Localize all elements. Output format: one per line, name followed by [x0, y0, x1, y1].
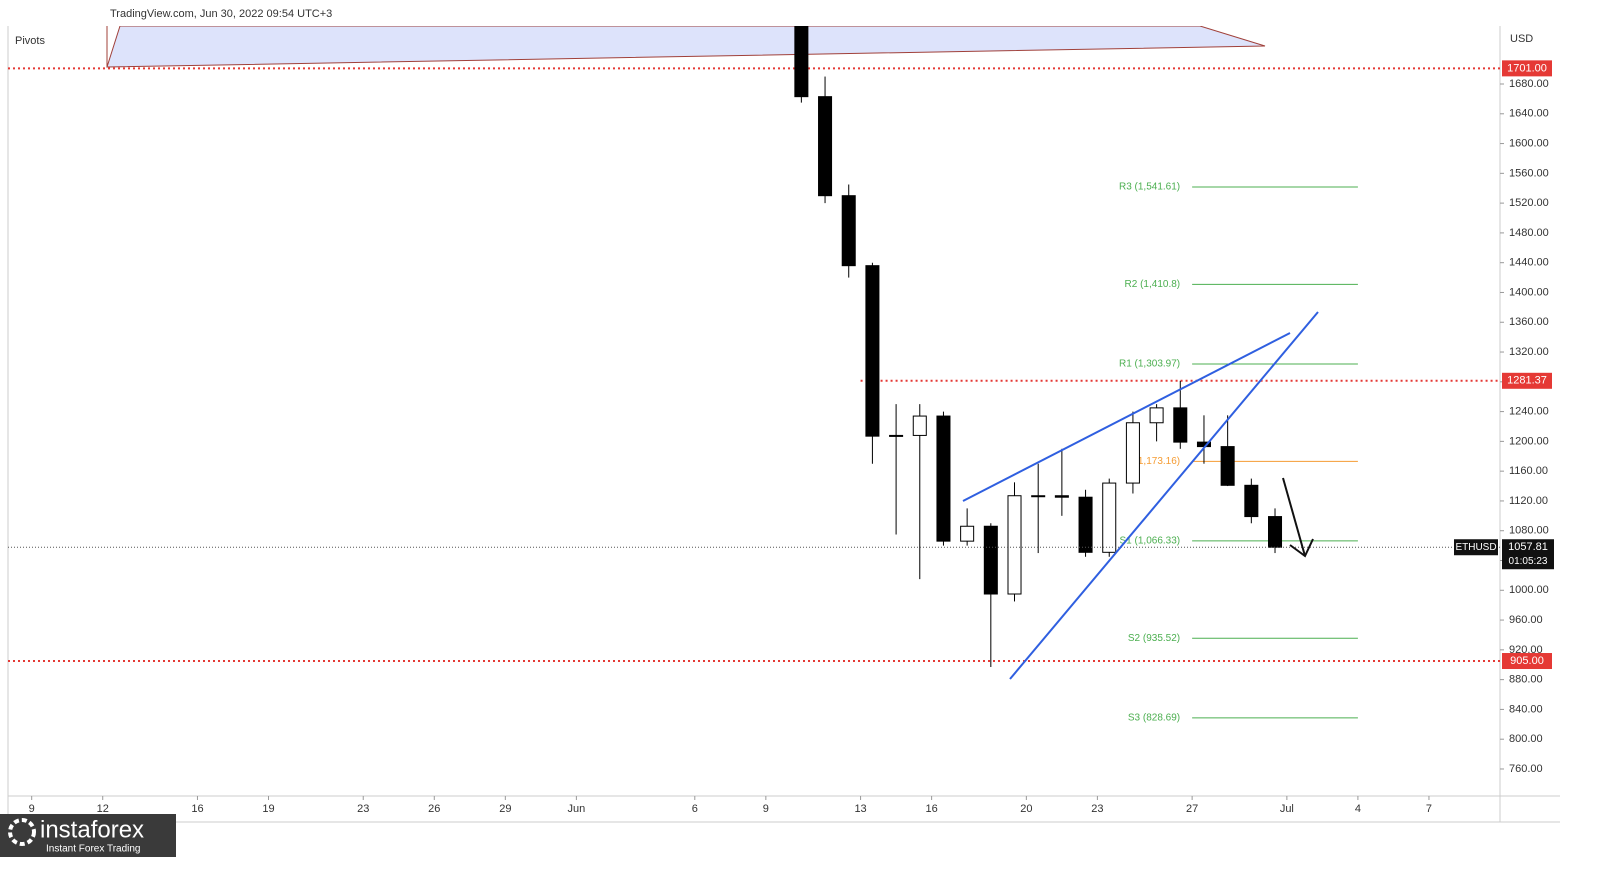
y-tick-label: 1080.00	[1509, 525, 1549, 537]
x-tick-label: 29	[499, 803, 511, 815]
candle-body	[1078, 496, 1093, 553]
pivot-label: R2 (1,410.8)	[1125, 279, 1181, 290]
candle-body	[865, 265, 880, 437]
candle-body	[841, 195, 856, 267]
y-tick-label: 960.00	[1509, 614, 1543, 626]
x-tick-label: Jul	[1280, 803, 1294, 815]
countdown: 01:05:23	[1509, 556, 1548, 567]
x-tick-label: 16	[925, 803, 937, 815]
arrow	[1282, 477, 1306, 557]
candle-body	[1054, 495, 1069, 498]
candle-body	[1149, 407, 1164, 424]
x-tick-label: 6	[692, 803, 698, 815]
candle-body	[889, 434, 904, 437]
pivot-label: S2 (935.52)	[1128, 633, 1180, 644]
level-label: 1701.00	[1507, 62, 1547, 74]
axes: 760.00 800.00 840.00 880.00 920.00 960.00 1000…	[29, 60, 1554, 815]
marks: R3 (1,541.61) R2 (1,410.8) R1 (1,303.97) P …	[8, 26, 1500, 723]
candle-body	[1244, 484, 1259, 518]
candle-body	[1007, 495, 1022, 595]
price-badge	[1502, 539, 1554, 570]
indicator-label: Pivots	[15, 35, 45, 47]
y-tick-label: 1160.00	[1509, 465, 1548, 477]
level-badge	[1502, 372, 1552, 389]
wedge-line	[1009, 311, 1319, 680]
header: TradingView.com, Jun 30, 2022 09:54 UTC+…	[110, 8, 332, 20]
pivot-label: S3 (828.69)	[1128, 712, 1180, 723]
candle-body	[960, 525, 975, 542]
candle-body	[794, 26, 809, 98]
x-tick-label: 23	[357, 803, 369, 815]
pivot-label: P (1,173.16)	[1125, 456, 1180, 467]
candle-body	[1173, 407, 1188, 443]
candle-body	[912, 415, 927, 436]
symbol: ETHUSD	[1455, 542, 1496, 553]
y-tick-label: 880.00	[1509, 674, 1543, 686]
y-tick-label: 1600.00	[1509, 137, 1549, 149]
candle-body	[1102, 482, 1117, 553]
pivot-label: R1 (1,303.97)	[1119, 359, 1180, 370]
logo: instaforex	[40, 816, 144, 843]
candle-body	[818, 96, 833, 197]
level-label: 1281.37	[1507, 375, 1547, 387]
x-tick-label: 4	[1355, 803, 1361, 815]
candle-body	[1220, 446, 1235, 486]
currency: USD	[1510, 33, 1533, 45]
candle-body	[1125, 422, 1140, 484]
y-tick-label: 1360.00	[1509, 316, 1549, 328]
x-tick-label: 9	[29, 803, 35, 815]
x-tick-label: 20	[1020, 803, 1032, 815]
y-tick-label: 1560.00	[1509, 167, 1549, 179]
y-tick-label: 920.00	[1509, 644, 1543, 656]
logo-tagline: Instant Forex Trading	[46, 844, 141, 855]
x-tick-label: 9	[763, 803, 769, 815]
x-tick-label: 7	[1426, 803, 1432, 815]
y-tick-label: 1320.00	[1509, 346, 1549, 358]
y-tick-label: 1400.00	[1509, 286, 1549, 298]
x-tick-label: 12	[97, 803, 109, 815]
y-tick-label: 1200.00	[1509, 435, 1549, 447]
y-tick-label: 1680.00	[1509, 78, 1549, 90]
level-badge	[1502, 653, 1552, 670]
last-price: 1057.81	[1508, 541, 1548, 553]
y-tick-label: 1240.00	[1509, 406, 1549, 418]
candle-body	[1031, 495, 1046, 498]
pivot-label: S1 (1,066.33)	[1120, 536, 1181, 547]
x-tick-label: Jun	[568, 803, 586, 815]
y-tick-label: 1440.00	[1509, 257, 1549, 269]
y-tick-label: 800.00	[1509, 733, 1543, 745]
x-tick-label: 13	[854, 803, 866, 815]
candle-body	[936, 415, 951, 542]
wedge-line	[962, 332, 1291, 502]
x-tick-label: 23	[1091, 803, 1103, 815]
candle-body	[1268, 516, 1283, 548]
logo-box	[0, 814, 176, 857]
x-tick-label: 27	[1186, 803, 1198, 815]
candle-body	[983, 525, 998, 595]
level-badge	[1502, 60, 1552, 77]
pivot-zone	[106, 26, 1266, 68]
pivot-label: R3 (1,541.61)	[1119, 182, 1180, 193]
y-tick-label: 1000.00	[1509, 584, 1549, 596]
y-tick-label: 1520.00	[1509, 197, 1549, 209]
x-tick-label: 19	[262, 803, 274, 815]
x-tick-label: 26	[428, 803, 440, 815]
y-tick-label: 1480.00	[1509, 227, 1549, 239]
level-label: 905.00	[1510, 655, 1544, 667]
y-tick-label: 840.00	[1509, 703, 1543, 715]
y-tick-label: 1640.00	[1509, 108, 1549, 120]
y-tick-label: 1120.00	[1509, 495, 1548, 507]
x-tick-label: 16	[191, 803, 203, 815]
logo-icon	[8, 818, 36, 846]
symbol-badge	[1454, 539, 1498, 556]
arrow-head	[1289, 538, 1314, 558]
y-tick-label: 760.00	[1509, 763, 1543, 775]
